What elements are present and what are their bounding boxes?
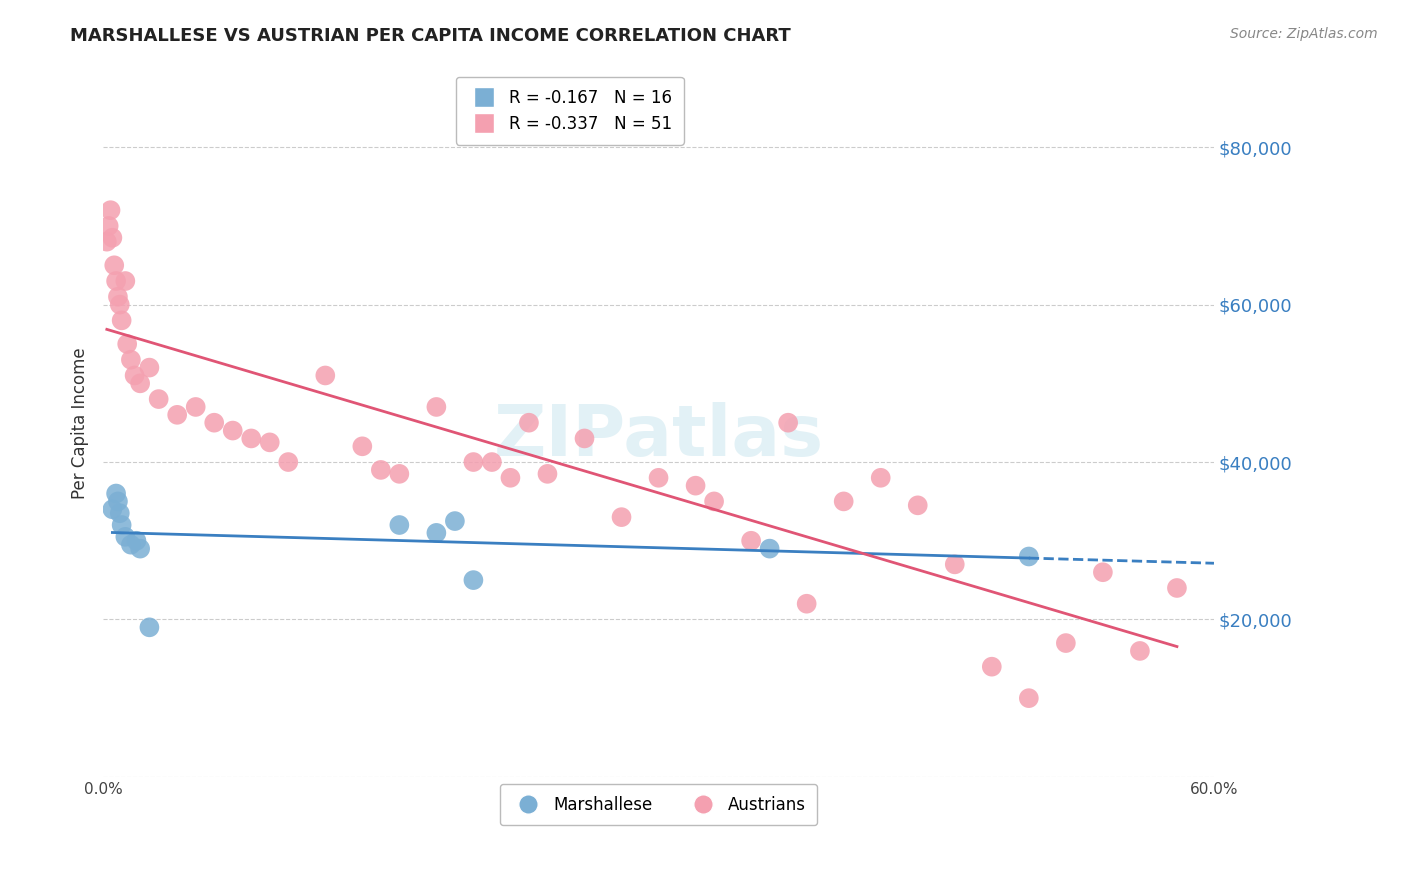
Point xyxy=(499,471,522,485)
Point xyxy=(647,471,669,485)
Point xyxy=(388,467,411,481)
Point xyxy=(124,368,146,383)
Text: MARSHALLESE VS AUSTRIAN PER CAPITA INCOME CORRELATION CHART: MARSHALLESE VS AUSTRIAN PER CAPITA INCOM… xyxy=(70,27,792,45)
Point xyxy=(96,235,118,249)
Point xyxy=(1054,636,1077,650)
Point xyxy=(101,231,124,245)
Text: ZIPatlas: ZIPatlas xyxy=(494,402,824,471)
Point xyxy=(105,486,128,500)
Point xyxy=(943,558,966,572)
Point xyxy=(97,219,120,233)
Point xyxy=(425,525,447,540)
Point xyxy=(1018,549,1040,564)
Point xyxy=(758,541,780,556)
Point xyxy=(111,518,134,533)
Point xyxy=(103,258,125,272)
Point xyxy=(259,435,281,450)
Text: Source: ZipAtlas.com: Source: ZipAtlas.com xyxy=(1230,27,1378,41)
Point xyxy=(108,298,131,312)
Point xyxy=(610,510,633,524)
Point xyxy=(1166,581,1188,595)
Point xyxy=(114,274,136,288)
Point xyxy=(111,313,134,327)
Point xyxy=(1018,691,1040,706)
Point xyxy=(352,439,374,453)
Point xyxy=(202,416,225,430)
Point xyxy=(120,538,142,552)
Point xyxy=(100,203,122,218)
Legend: Marshallese, Austrians: Marshallese, Austrians xyxy=(501,784,817,825)
Point xyxy=(107,494,129,508)
Point xyxy=(148,392,170,406)
Point xyxy=(444,514,467,528)
Point xyxy=(481,455,503,469)
Y-axis label: Per Capita Income: Per Capita Income xyxy=(72,347,89,499)
Point xyxy=(129,376,152,391)
Point xyxy=(138,620,160,634)
Point xyxy=(125,533,148,548)
Point xyxy=(1091,566,1114,580)
Point xyxy=(107,290,129,304)
Point xyxy=(1129,644,1152,658)
Point xyxy=(685,478,707,492)
Point xyxy=(536,467,558,481)
Point xyxy=(222,424,245,438)
Point xyxy=(425,400,447,414)
Point xyxy=(907,499,929,513)
Point xyxy=(277,455,299,469)
Point xyxy=(120,352,142,367)
Point xyxy=(101,502,124,516)
Point xyxy=(778,416,800,430)
Point xyxy=(129,541,152,556)
Point xyxy=(703,494,725,508)
Point xyxy=(517,416,540,430)
Point xyxy=(105,274,128,288)
Point xyxy=(166,408,188,422)
Point xyxy=(463,573,485,587)
Point xyxy=(314,368,336,383)
Point xyxy=(115,337,138,351)
Point xyxy=(796,597,818,611)
Point xyxy=(574,432,596,446)
Point xyxy=(463,455,485,469)
Point xyxy=(740,533,762,548)
Point xyxy=(370,463,392,477)
Point xyxy=(869,471,891,485)
Point xyxy=(138,360,160,375)
Point xyxy=(240,432,263,446)
Point xyxy=(388,518,411,533)
Point xyxy=(832,494,855,508)
Point xyxy=(108,506,131,520)
Point xyxy=(980,659,1002,673)
Point xyxy=(184,400,207,414)
Point xyxy=(114,530,136,544)
